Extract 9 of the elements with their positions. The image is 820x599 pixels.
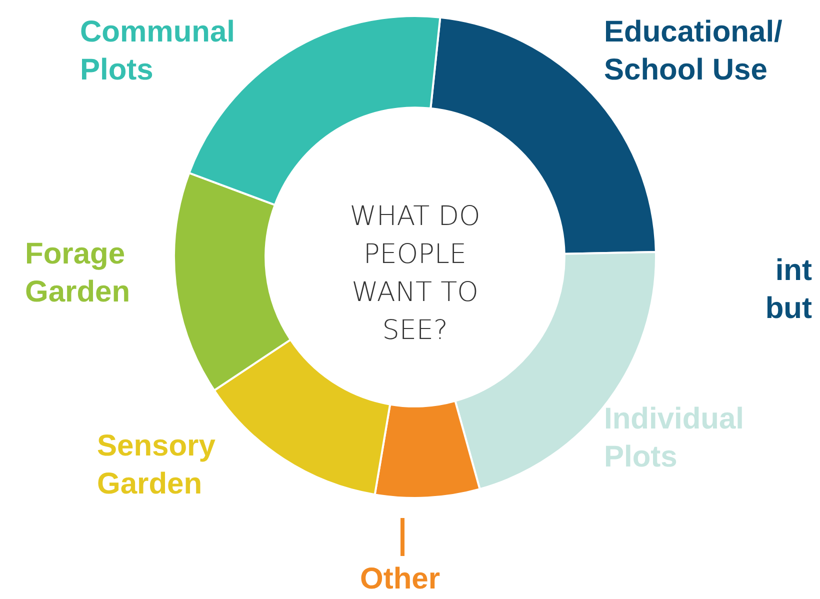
slice-label: Educational/ School Use xyxy=(604,15,784,86)
slice-label: Communal Plots xyxy=(80,15,236,86)
slice-label: Forage Garden xyxy=(25,237,130,308)
slice-label: Individual Plots xyxy=(604,402,744,474)
text: int xyxy=(774,253,812,289)
slice-label: Other xyxy=(360,562,440,596)
slice-label: Sensory Garden xyxy=(97,429,216,500)
text: but xyxy=(765,291,812,327)
text: WHAT DO PEOPLE WANT TO SEE? xyxy=(348,200,482,348)
